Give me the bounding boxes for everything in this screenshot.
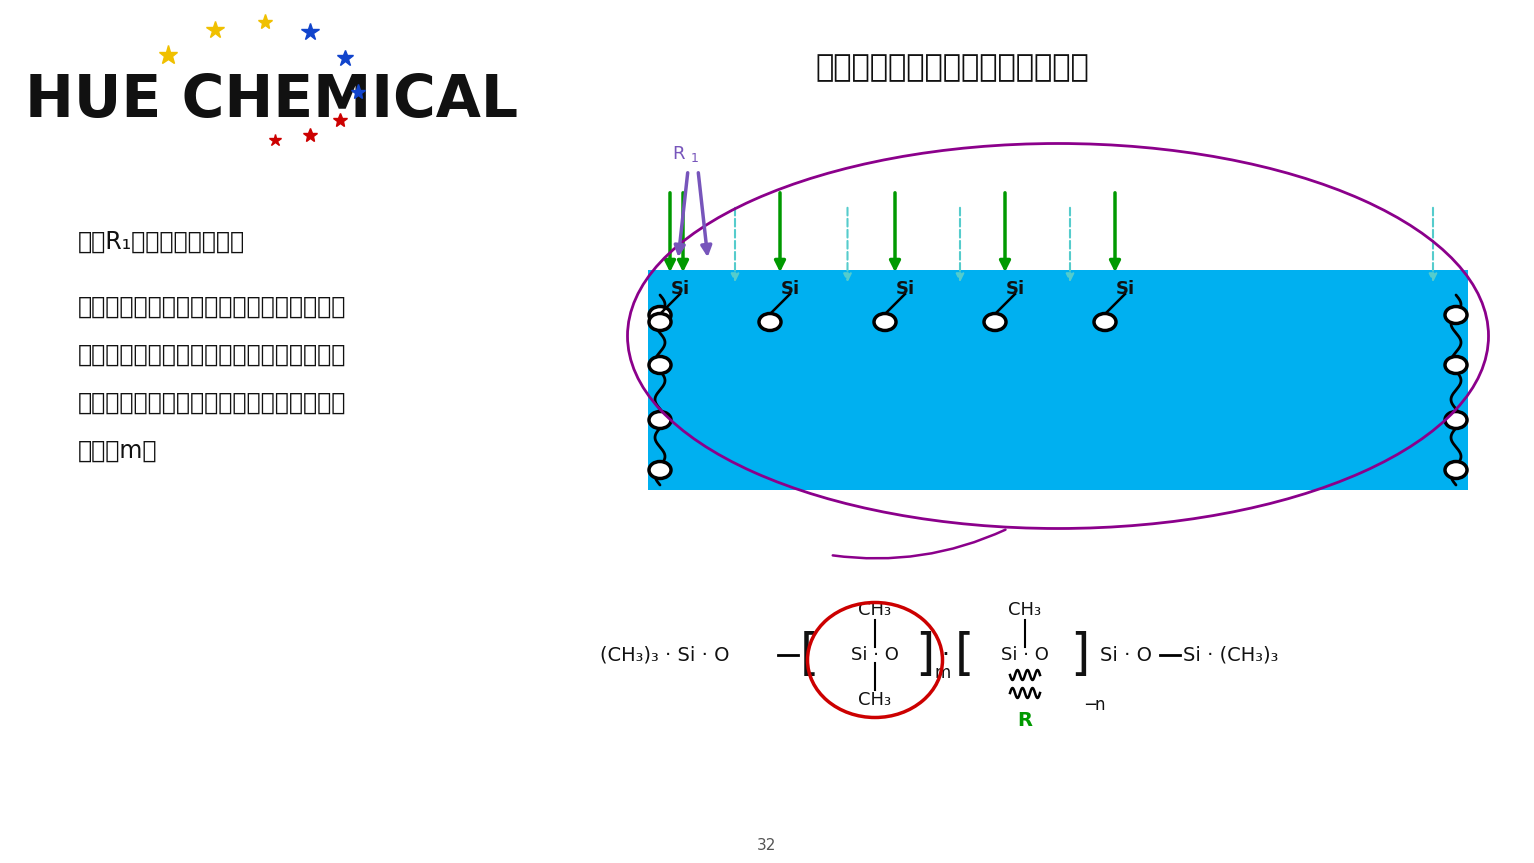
Text: Si · (CH₃)₃: Si · (CH₃)₃ — [1183, 646, 1278, 665]
Text: [: [ — [801, 631, 819, 679]
Text: Si: Si — [896, 280, 914, 298]
Text: 有机硅类润湿流平剂作用：滑爽性: 有机硅类润湿流平剂作用：滑爽性 — [815, 54, 1089, 83]
Text: R: R — [672, 145, 686, 163]
Text: [: [ — [956, 631, 974, 679]
Text: 1: 1 — [690, 152, 700, 165]
Ellipse shape — [759, 313, 781, 331]
Text: Si: Si — [781, 280, 799, 298]
Text: m: m — [936, 664, 951, 682]
Text: CH₃: CH₃ — [1008, 601, 1042, 619]
Text: 团，因此可以通过提高二甲基的数量来提高: 团，因此可以通过提高二甲基的数量来提高 — [78, 343, 347, 367]
Text: CH₃: CH₃ — [859, 691, 891, 709]
FancyArrowPatch shape — [833, 530, 1005, 558]
Text: CH₃: CH₃ — [859, 601, 891, 619]
Ellipse shape — [649, 412, 670, 429]
Ellipse shape — [874, 313, 896, 331]
Text: ]: ] — [914, 631, 934, 679]
Text: 32: 32 — [758, 837, 776, 853]
Ellipse shape — [1445, 356, 1467, 374]
Text: Si · O: Si · O — [1100, 646, 1152, 665]
Ellipse shape — [1094, 313, 1117, 331]
Ellipse shape — [649, 306, 670, 324]
Text: 二甲基是有机硅类助剂提供滑爽性的主要基: 二甲基是有机硅类助剂提供滑爽性的主要基 — [78, 295, 347, 319]
Text: 这里R₁代表的是二甲基。: 这里R₁代表的是二甲基。 — [78, 230, 245, 254]
Ellipse shape — [1445, 412, 1467, 429]
Ellipse shape — [1445, 462, 1467, 478]
Text: ]: ] — [1071, 631, 1089, 679]
Text: 助剂带来的滑爽性，也就是提高硅氧烷基团: 助剂带来的滑爽性，也就是提高硅氧烷基团 — [78, 391, 347, 415]
Text: 的数量m。: 的数量m。 — [78, 439, 158, 463]
Ellipse shape — [649, 356, 670, 374]
Ellipse shape — [649, 313, 670, 331]
Text: ·: · — [940, 643, 950, 667]
Ellipse shape — [649, 462, 670, 478]
Ellipse shape — [1445, 306, 1467, 324]
Text: (CH₃)₃ · Si · O: (CH₃)₃ · Si · O — [600, 646, 730, 665]
Text: Si: Si — [1115, 280, 1135, 298]
Text: ─n: ─n — [1085, 696, 1106, 714]
Text: Si: Si — [1005, 280, 1025, 298]
Text: R: R — [1017, 710, 1032, 729]
Text: Si · O: Si · O — [1002, 646, 1049, 664]
Bar — [647, 270, 1468, 490]
Text: Si · O: Si · O — [851, 646, 899, 664]
Text: Si: Si — [670, 280, 690, 298]
Ellipse shape — [983, 313, 1006, 331]
Text: HUE CHEMICAL: HUE CHEMICAL — [25, 72, 518, 129]
